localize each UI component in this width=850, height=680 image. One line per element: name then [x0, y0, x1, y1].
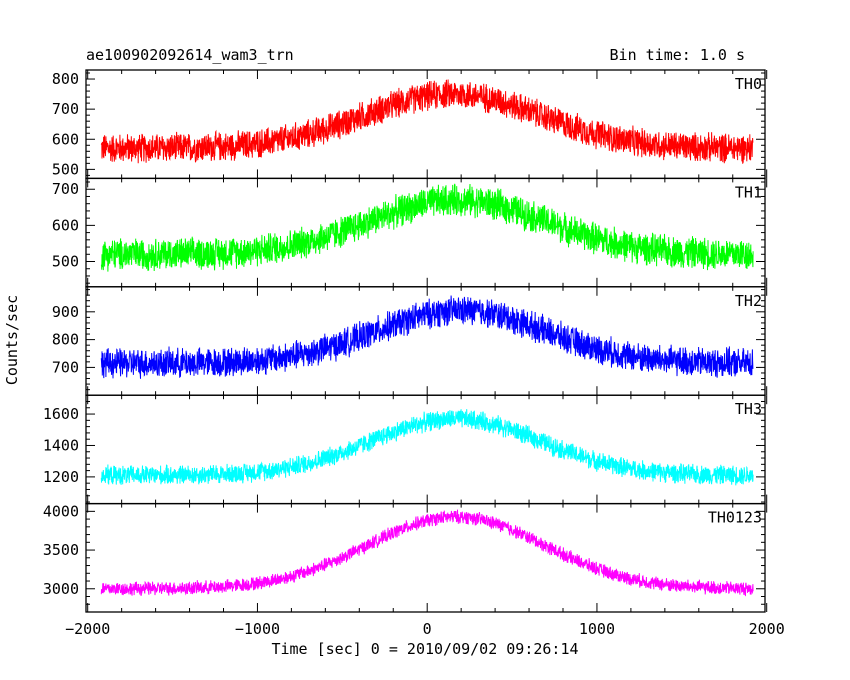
panel-label-th2: TH2	[735, 292, 762, 310]
series-th3-line	[100, 409, 754, 486]
panel-th0: 500 600 700 800 TH0	[52, 69, 768, 180]
panel-th0123: 3000 3500 4000 TH0123	[43, 502, 768, 613]
panel-frame	[85, 394, 766, 505]
panel-th3: 1200 1400 1600 TH3	[43, 394, 768, 505]
y-tick-label: 1600	[43, 405, 79, 423]
x-tick-label: 0	[423, 620, 432, 638]
y-tick-label: 600	[52, 130, 79, 148]
y-axis-label: Counts/sec	[3, 295, 21, 385]
panel-label-th3: TH3	[735, 400, 762, 418]
y-tick-label: 800	[52, 331, 79, 349]
y-tick-label: 700	[52, 180, 79, 198]
panel-frame	[85, 69, 766, 180]
y-tick-label: 600	[52, 216, 79, 234]
x-tick-label: 2000	[749, 620, 785, 638]
y-tick-label: 900	[52, 303, 79, 321]
x-tick-label: 1000	[579, 620, 615, 638]
chart-title: ae100902092614_wam3_trn	[86, 46, 294, 64]
panel-frame	[85, 177, 766, 288]
x-axis-label: Time [sec] 0 = 2010/09/02 09:26:14	[271, 640, 578, 658]
y-tick-label: 800	[52, 70, 79, 88]
panels-group: 500 600 700 800 TH0 500 600 700 TH1 700 800 900 TH2 1…	[43, 69, 785, 638]
series-th1-line	[100, 183, 754, 272]
y-tick-label: 1400	[43, 436, 79, 454]
y-tick-label: 1200	[43, 468, 79, 486]
panel-th1: 500 600 700 TH1	[52, 177, 768, 288]
y-tick-label: 700	[52, 100, 79, 118]
panel-label-th0123: TH0123	[708, 509, 762, 527]
panel-th2: 700 800 900 TH2	[52, 286, 768, 396]
x-tick-label: −2000	[65, 620, 110, 638]
y-tick-label: 3000	[43, 580, 79, 598]
series-th0-line	[100, 79, 754, 164]
y-tick-label: 4000	[43, 502, 79, 520]
panel-label-th0: TH0	[735, 75, 762, 93]
y-tick-label: 3500	[43, 541, 79, 559]
bin-time-label: Bin time: 1.0 s	[610, 46, 745, 64]
y-tick-label: 500	[52, 253, 79, 271]
panel-label-th1: TH1	[735, 183, 762, 201]
y-tick-label: 500	[52, 160, 79, 178]
series-th2-line	[100, 295, 754, 379]
series-th0123-line	[100, 509, 754, 597]
x-tick-label: −1000	[235, 620, 280, 638]
y-tick-label: 700	[52, 358, 79, 376]
